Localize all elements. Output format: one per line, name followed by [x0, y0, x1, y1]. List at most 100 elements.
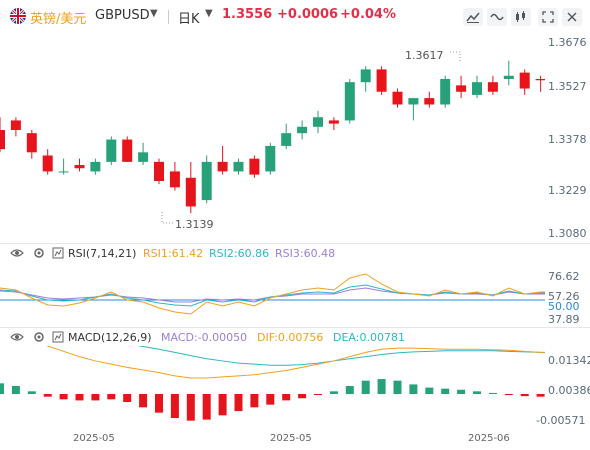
macd-value: MACD:-0.00050 — [161, 331, 248, 344]
rsi2-line — [0, 284, 545, 307]
symbol-name-cn[interactable]: 英镑/美元 — [30, 12, 87, 27]
macd-bar — [123, 394, 132, 402]
candle-body — [519, 72, 530, 89]
macd-bar — [59, 394, 68, 400]
candle-body — [58, 171, 69, 173]
candle-body — [376, 69, 387, 92]
rsi-axis-label: 57.26 — [548, 290, 580, 303]
macd-bar — [473, 391, 481, 394]
candle-body — [281, 133, 292, 146]
rsi1-line — [0, 273, 545, 315]
macd-bar — [536, 394, 545, 397]
eye-icon[interactable] — [10, 247, 24, 262]
price-axis-label: 1.3527 — [548, 80, 587, 93]
macd-bar — [409, 384, 418, 394]
candle-body — [26, 133, 37, 153]
separator — [168, 10, 169, 24]
macd-bar — [425, 387, 434, 394]
legend-box-icon — [52, 247, 64, 262]
rsi-chart[interactable] — [0, 262, 545, 324]
candle-body — [106, 139, 117, 162]
legend-box-icon — [52, 331, 64, 346]
candle-body — [138, 152, 149, 162]
candle-body — [472, 82, 482, 95]
chevron-down-icon[interactable]: ▼ — [205, 8, 213, 19]
macd-bar — [504, 394, 513, 396]
price-axis-label: 1.3080 — [548, 227, 587, 240]
candle-body — [408, 98, 419, 105]
rsi-axis-label: 76.62 — [548, 270, 580, 283]
macd-bar — [345, 386, 354, 394]
macd-header: MACD(12,26,9) MACD:-0.00050 DIF:0.00756 … — [0, 331, 590, 347]
candle-type-icon[interactable] — [511, 8, 531, 26]
fullscreen-icon[interactable] — [538, 8, 558, 26]
candle-body — [313, 117, 323, 127]
candle-body — [201, 161, 212, 201]
macd-bar — [361, 380, 370, 394]
macd-bar — [75, 394, 84, 401]
macd-bar — [186, 394, 195, 421]
x-axis-label: 2025-05 — [270, 433, 312, 444]
settings-icon[interactable] — [33, 331, 45, 346]
candle-body — [90, 161, 101, 172]
symbol-code[interactable]: GBPUSD — [95, 8, 150, 23]
candle-body — [487, 82, 498, 92]
price-axis-label: 1.3229 — [548, 184, 587, 197]
macd-bar — [329, 391, 338, 394]
rsi2-value: RSI2:60.86 — [209, 247, 270, 260]
macd-bar — [170, 394, 179, 418]
macd-bar — [0, 383, 4, 394]
candle-body — [265, 145, 276, 172]
candle-body — [440, 78, 451, 105]
current-price: 1.3556 — [222, 7, 273, 22]
macd-bar — [457, 389, 466, 394]
macd-bar — [377, 379, 386, 394]
macd-bar — [441, 388, 450, 394]
candle-body — [233, 161, 244, 172]
compare-icon[interactable] — [487, 8, 507, 26]
macd-bar — [298, 394, 307, 399]
macd-bar — [282, 394, 291, 401]
macd-bar — [488, 392, 497, 394]
macd-bar — [91, 394, 100, 401]
candle-body — [74, 165, 85, 169]
macd-bar — [250, 394, 259, 408]
rsi-axis-label: 37.89 — [548, 313, 580, 326]
macd-axis-label: -0.00571 — [536, 414, 586, 427]
macd-axis-label: 0.01342 — [548, 354, 590, 367]
candlestick-chart[interactable] — [0, 32, 545, 242]
chevron-down-icon[interactable]: ▼ — [150, 8, 158, 19]
settings-icon[interactable] — [33, 247, 45, 262]
price-axis-label: 1.3378 — [548, 133, 587, 146]
candle-body — [0, 129, 5, 150]
macd-chart[interactable] — [0, 346, 545, 428]
candle-body — [42, 155, 53, 172]
eye-icon[interactable] — [10, 331, 24, 346]
dea-line — [136, 346, 545, 366]
macd-axis-label: 0.00386 — [548, 384, 590, 397]
macd-bar — [314, 394, 322, 396]
candle-body — [154, 161, 164, 181]
candle-body — [297, 126, 308, 134]
macd-bar — [27, 391, 36, 394]
uk-flag-icon — [10, 8, 26, 24]
panel-divider — [0, 327, 590, 328]
macd-bar — [218, 394, 227, 416]
macd-bar — [234, 394, 243, 412]
dea-value: DEA:0.00781 — [333, 331, 405, 344]
rsi-axis-label: 50.00 — [548, 300, 580, 313]
low-marker-line — [161, 212, 173, 224]
macd-bar — [393, 380, 402, 394]
macd-bar — [107, 394, 116, 400]
candle-body — [424, 98, 435, 105]
rsi1-value: RSI1:61.42 — [143, 247, 204, 260]
high-marker-line — [450, 51, 461, 62]
indicator-icon[interactable] — [463, 8, 483, 26]
price-change: +0.0006 — [277, 7, 339, 22]
interval-selector[interactable]: 日K — [178, 12, 200, 27]
candle-body — [344, 82, 355, 121]
close-icon[interactable] — [562, 8, 582, 26]
dif-line — [45, 346, 545, 379]
candle-body — [360, 69, 371, 83]
macd-label: MACD(12,26,9) — [68, 331, 152, 344]
